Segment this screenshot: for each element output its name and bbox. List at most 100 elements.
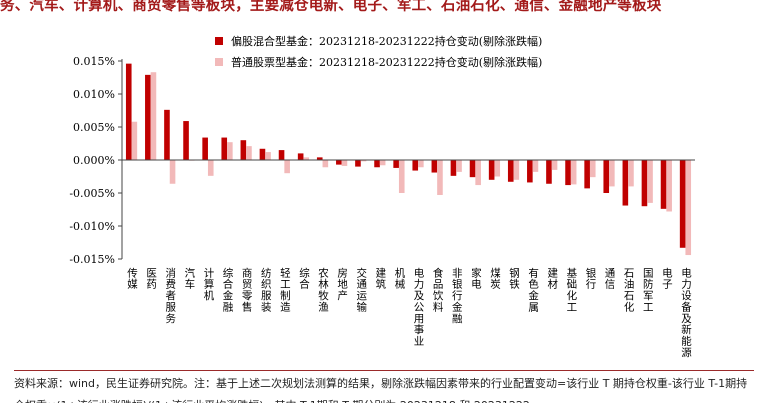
x-category-label: 建筑 <box>376 266 387 290</box>
y-tick-label: -0.005% <box>69 187 115 200</box>
bar-series2 <box>685 160 692 256</box>
x-category-label: 汽车 <box>185 266 196 290</box>
bar-series1 <box>584 160 590 189</box>
y-tick-label: 0.010% <box>73 88 115 101</box>
bar-series1 <box>679 160 686 248</box>
bar-series2 <box>551 160 558 170</box>
x-category-label: 电力设备及新能源 <box>681 266 692 358</box>
x-category-label: 电力及公用事业 <box>414 266 425 347</box>
bar-series1 <box>125 63 132 160</box>
x-category-label: 房地产 <box>337 266 348 302</box>
bar-series1 <box>527 160 533 183</box>
x-category-label: 通信 <box>605 267 616 290</box>
bar-series2 <box>303 157 310 160</box>
x-category-label: 基础化工 <box>567 266 578 313</box>
bar-chart: -0.015% -0.010% -0.005% 0.000% 0.005% 0.010% 0… <box>69 55 695 359</box>
bar-series2 <box>150 72 157 160</box>
x-category-label: 计算机 <box>204 266 215 302</box>
legend-label-series2: 普通股票型基金：20231218-20231222持仓变动(剔除涨跌幅) <box>231 55 543 69</box>
bar-series1 <box>412 160 419 171</box>
bar-series2 <box>227 142 233 160</box>
bar-series2 <box>589 160 596 178</box>
y-tick-label: 0.005% <box>73 121 115 134</box>
bar-series1 <box>488 160 495 180</box>
x-category-label: 综合金融 <box>223 266 234 313</box>
bar-series1 <box>507 160 514 182</box>
bar-series1 <box>565 160 571 186</box>
bar-series2 <box>628 160 634 187</box>
x-category-label: 交通运输 <box>357 266 368 313</box>
bar-series2 <box>456 160 462 172</box>
x-category-label: 非银行金融 <box>452 267 463 324</box>
bar-series1 <box>660 160 667 209</box>
x-category-label: 煤炭 <box>490 266 501 290</box>
bar-series1 <box>622 160 629 206</box>
bar-series2 <box>418 160 424 168</box>
x-category-label: 国防军工 <box>643 267 654 313</box>
x-category-label: 消费者服务 <box>166 266 177 324</box>
bar-series2 <box>609 160 615 187</box>
legend-swatch-series2 <box>215 57 223 66</box>
bar-series2 <box>475 160 481 186</box>
x-category-label: 纺织服装 <box>261 266 272 313</box>
x-category-label: 家电 <box>471 266 482 290</box>
x-category-label: 建材 <box>548 266 559 290</box>
bar-series1 <box>469 160 476 178</box>
bar-series1 <box>431 160 438 173</box>
legend: 偏股混合型基金：20231218-20231222持仓变动(剔除涨跌幅) 普通股… <box>215 30 542 72</box>
bar-series2 <box>437 160 443 195</box>
bar-series2 <box>265 152 271 160</box>
bar-series1 <box>641 160 648 207</box>
bar-series1 <box>297 153 304 160</box>
bar-series2 <box>360 160 367 162</box>
legend-item-series1: 偏股混合型基金：20231218-20231222持仓变动(剔除涨跌幅) <box>215 30 542 51</box>
bar-series1 <box>183 121 189 160</box>
x-category-label: 农林牧渔 <box>318 266 329 313</box>
bar-series1 <box>145 74 151 160</box>
x-category-label: 银行 <box>586 266 597 290</box>
x-category-label: 机械 <box>395 266 406 290</box>
chart-title-fragment: 务、汽车、计算机、商贸零售等板块，主要减仓电新、电子、军工、石油石化、通信、金融… <box>0 0 662 14</box>
bar-series1 <box>164 109 170 160</box>
x-category-label: 传媒 <box>127 267 138 290</box>
legend-label-series1: 偏股混合型基金：20231218-20231222持仓变动(剔除涨跌幅) <box>231 34 543 48</box>
bar-series2 <box>494 160 501 177</box>
bar-series2 <box>513 160 520 180</box>
legend-swatch-series1 <box>215 36 223 45</box>
bar-series1 <box>603 160 610 193</box>
bar-series1 <box>278 150 285 160</box>
bar-series1 <box>393 160 399 168</box>
y-tick-label: 0.000% <box>73 154 115 167</box>
bar-series1 <box>355 160 361 167</box>
bar-series2 <box>284 160 290 174</box>
x-category-label: 综合 <box>299 266 310 290</box>
bar-series1 <box>221 137 228 160</box>
bar-series2 <box>666 160 672 212</box>
x-category-label: 有色金属 <box>528 266 539 313</box>
x-category-label: 医药 <box>146 267 157 290</box>
x-category-label: 电子 <box>662 266 673 290</box>
y-tick-label: -0.010% <box>69 220 115 233</box>
bar-series2 <box>246 146 252 160</box>
bar-series2 <box>379 160 386 166</box>
bar-series1 <box>450 160 457 176</box>
bar-series2 <box>169 160 176 184</box>
x-category-label: 钢铁 <box>509 266 520 290</box>
bar-series1 <box>374 160 380 168</box>
legend-item-series2: 普通股票型基金：20231218-20231222持仓变动(剔除涨跌幅) <box>215 51 542 72</box>
bar-series2 <box>647 160 653 203</box>
x-category-label: 商贸零售 <box>242 266 253 313</box>
bar-series2 <box>341 160 348 166</box>
bar-series1 <box>259 148 266 160</box>
y-tick-label: 0.015% <box>73 55 115 68</box>
bar-series2 <box>532 160 539 172</box>
y-tick-label: -0.015% <box>69 253 115 266</box>
bar-series1 <box>336 160 342 165</box>
x-category-label: 石油石化 <box>624 267 635 313</box>
bar-series2 <box>207 160 214 176</box>
x-category-label: 食品饮料 <box>433 266 444 313</box>
source-note: 资料来源：wind，民生证券研究院。注：基于上述二次规划法测算的结果，剔除涨跌幅… <box>14 370 754 403</box>
bar-series1 <box>240 140 247 160</box>
bar-series2 <box>322 160 329 168</box>
bar-series2 <box>398 160 405 193</box>
